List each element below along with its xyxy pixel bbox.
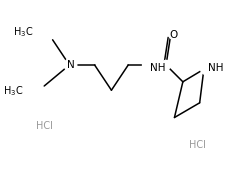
Text: HCl: HCl — [189, 140, 206, 150]
Circle shape — [169, 30, 178, 39]
Text: H$_3$C: H$_3$C — [13, 25, 34, 39]
Circle shape — [64, 59, 77, 71]
Text: HCl: HCl — [36, 121, 53, 131]
Text: NH: NH — [208, 63, 224, 73]
Text: N: N — [67, 60, 74, 70]
Text: NH: NH — [150, 63, 166, 73]
Text: H$_3$C: H$_3$C — [3, 84, 23, 98]
Circle shape — [161, 60, 171, 70]
Circle shape — [142, 58, 156, 72]
Circle shape — [200, 61, 214, 75]
Text: O: O — [169, 30, 178, 40]
